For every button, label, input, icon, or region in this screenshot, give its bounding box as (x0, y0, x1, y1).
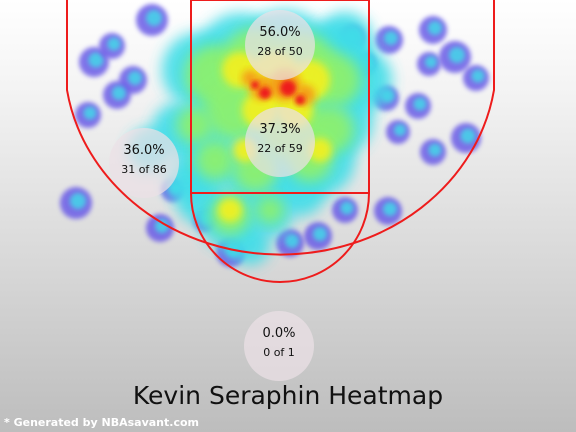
outer-shot-core-9 (449, 47, 465, 63)
outer-shot-core-0 (146, 10, 162, 26)
outer-shot-core-1 (88, 52, 104, 68)
credit-text: * Generated by NBAsavant.com (4, 416, 199, 429)
outer-shot-core-18 (313, 227, 327, 241)
outer-shot-core-12 (460, 128, 476, 144)
outer-shot-core-13 (428, 143, 442, 157)
zone-paint: 37.3% 22 of 59 (245, 107, 315, 177)
outer-shot-core-23 (107, 37, 121, 51)
heat-red-3 (251, 81, 259, 89)
outer-shot-core-17 (383, 202, 397, 216)
outer-shot-core-3 (112, 86, 126, 100)
zone-restricted-area-count: 28 of 50 (257, 45, 303, 58)
zone-backcourt-pct: 0.0% (262, 326, 296, 341)
outer-shot-core-19 (285, 234, 299, 248)
zone-backcourt-count: 0 of 1 (263, 346, 295, 359)
outer-shot-core-6 (155, 219, 169, 233)
outer-shot-core-14 (413, 97, 427, 111)
heat-yellow-5 (218, 198, 242, 222)
heat-green-11 (177, 107, 213, 143)
zone-backcourt: 0.0% 0 of 1 (244, 311, 314, 381)
zone-paint-count: 22 of 59 (257, 142, 303, 155)
zone-mid-range-left-pct: 36.0% (123, 143, 165, 158)
zone-paint-pct: 37.3% (259, 122, 301, 137)
heat-cyan-19 (230, 225, 270, 265)
heat-red-2 (295, 95, 305, 105)
outer-shot-core-26 (425, 56, 437, 68)
outer-shot-core-10 (428, 21, 442, 35)
outer-shot-core-11 (471, 69, 485, 83)
zone-restricted-area: 56.0% 28 of 50 (245, 10, 315, 80)
zone-mid-range-left-count: 31 of 86 (121, 163, 167, 176)
chart-title: Kevin Seraphin Heatmap (132, 381, 444, 410)
outer-shot-core-2 (128, 71, 142, 85)
court-lines (66, 0, 495, 283)
heat-red-1 (280, 80, 296, 96)
heat-green-7 (195, 140, 235, 180)
paint-box (190, 0, 370, 194)
outer-shot-core-16 (340, 201, 354, 215)
heat-green-12 (256, 196, 284, 224)
zone-restricted-area-pct: 56.0% (259, 25, 301, 40)
outer-shot-core-5 (70, 193, 86, 209)
three-point-line (66, 0, 495, 256)
zone-mid-range-left: 36.0% 31 of 86 (109, 128, 179, 198)
free-throw-arc (190, 192, 370, 283)
outer-shot-core-27 (394, 124, 406, 136)
outer-shot-core-8 (384, 31, 398, 45)
outer-shot-core-4 (83, 106, 97, 120)
heat-red-0 (259, 87, 271, 99)
